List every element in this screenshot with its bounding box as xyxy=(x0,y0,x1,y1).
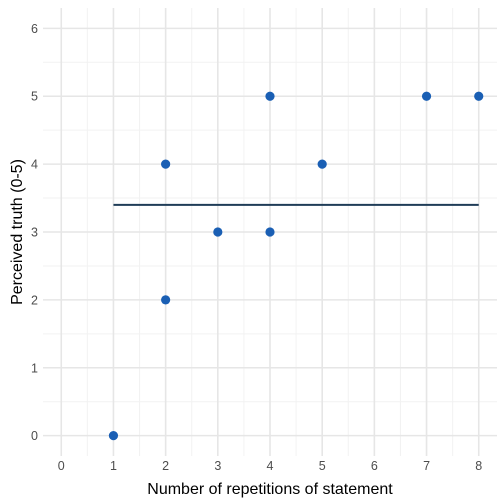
data-point xyxy=(474,91,484,101)
x-axis-title: Number of repetitions of statement xyxy=(147,481,393,498)
x-tick-label: 2 xyxy=(162,459,169,473)
data-point xyxy=(317,159,327,169)
x-tick-label: 1 xyxy=(110,459,117,473)
y-axis-title: Perceived truth (0-5) xyxy=(9,159,26,305)
y-tick-label: 1 xyxy=(31,361,38,375)
x-tick-label: 8 xyxy=(475,459,482,473)
x-tick-label: 6 xyxy=(371,459,378,473)
data-point xyxy=(265,91,275,101)
data-point xyxy=(161,295,171,305)
y-tick-label: 2 xyxy=(31,293,38,307)
data-point xyxy=(265,227,275,237)
data-point xyxy=(421,91,432,101)
x-tick-label: 5 xyxy=(319,459,326,473)
y-tick-label: 5 xyxy=(31,90,38,104)
y-tick-label: 3 xyxy=(31,226,38,240)
y-tick-label: 4 xyxy=(31,158,38,172)
y-tick-label: 6 xyxy=(31,22,38,36)
x-tick-label: 7 xyxy=(423,459,430,473)
data-point xyxy=(161,159,171,169)
data-point xyxy=(213,227,223,237)
x-tick-label: 3 xyxy=(214,459,221,473)
points-layer xyxy=(108,91,484,441)
tick-labels: 0 1 2 3 4 5 6 7 8 0 1 2 3 4 5 6 xyxy=(31,22,482,473)
x-tick-label: 4 xyxy=(267,459,274,473)
data-point xyxy=(108,431,119,441)
y-tick-label: 0 xyxy=(31,429,38,443)
x-tick-label: 0 xyxy=(58,459,65,473)
